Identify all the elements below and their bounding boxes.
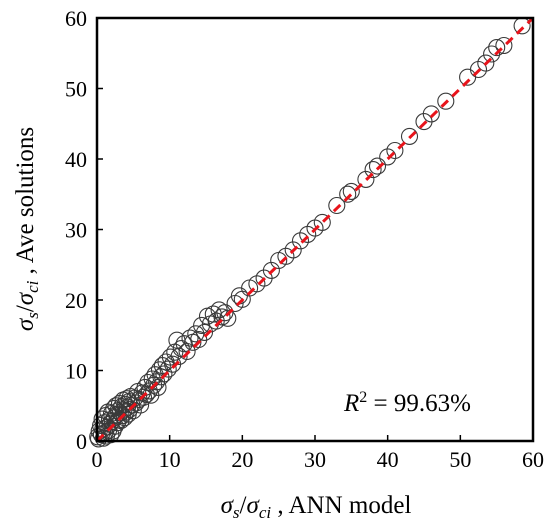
data-point xyxy=(483,45,501,63)
data-point xyxy=(422,105,440,123)
x-tick-label: 0 xyxy=(92,447,103,472)
data-point xyxy=(477,54,495,72)
y-tick-label: 20 xyxy=(65,288,87,313)
y-tick-label: 60 xyxy=(65,6,87,31)
data-point xyxy=(339,185,357,203)
y-tick-label: 10 xyxy=(65,359,87,384)
x-tick-label: 60 xyxy=(522,447,544,472)
y-axis-label: σs/σci , Ave solutions xyxy=(12,127,42,331)
reference-line-y-equals-x xyxy=(95,16,535,443)
data-point xyxy=(400,127,419,145)
x-axis-label: σs/σci , ANN model xyxy=(221,492,412,522)
x-tick-label: 50 xyxy=(449,447,471,472)
data-point xyxy=(437,92,455,110)
data-point xyxy=(170,347,188,365)
y-tick-label: 40 xyxy=(65,147,87,172)
data-point xyxy=(116,409,134,427)
x-tick-label: 20 xyxy=(231,447,253,472)
data-point xyxy=(213,308,231,326)
data-point xyxy=(291,232,310,250)
y-tick-label: 30 xyxy=(65,218,87,243)
data-point xyxy=(488,39,506,57)
data-point xyxy=(513,17,531,35)
data-point xyxy=(313,213,331,231)
r-squared-annotation: R2 = 99.63% xyxy=(343,389,471,417)
data-point xyxy=(368,157,387,175)
y-tick-label: 50 xyxy=(65,77,87,102)
x-tick-label: 40 xyxy=(377,447,399,472)
data-point xyxy=(89,430,108,448)
x-tick-label: 30 xyxy=(304,447,326,472)
data-point xyxy=(159,360,177,378)
data-point xyxy=(364,161,382,179)
data-point xyxy=(161,348,179,366)
data-point xyxy=(342,182,360,200)
data-point xyxy=(357,170,375,188)
data-point xyxy=(328,196,346,215)
x-axis-ticks: 0 10 20 30 40 50 60 xyxy=(92,435,544,472)
x-tick-label: 10 xyxy=(159,447,181,472)
data-point xyxy=(379,148,397,166)
data-point xyxy=(219,309,237,327)
data-point xyxy=(284,241,302,259)
data-point xyxy=(181,329,199,347)
data-point xyxy=(495,36,513,55)
data-point xyxy=(155,365,173,383)
y-tick-label: 0 xyxy=(76,429,87,454)
data-point xyxy=(386,141,404,160)
data-point xyxy=(118,398,137,416)
data-point xyxy=(190,330,208,349)
data-point xyxy=(195,323,214,341)
data-point xyxy=(178,342,196,361)
y-axis-ticks: 0 10 20 30 40 50 60 xyxy=(65,6,103,454)
